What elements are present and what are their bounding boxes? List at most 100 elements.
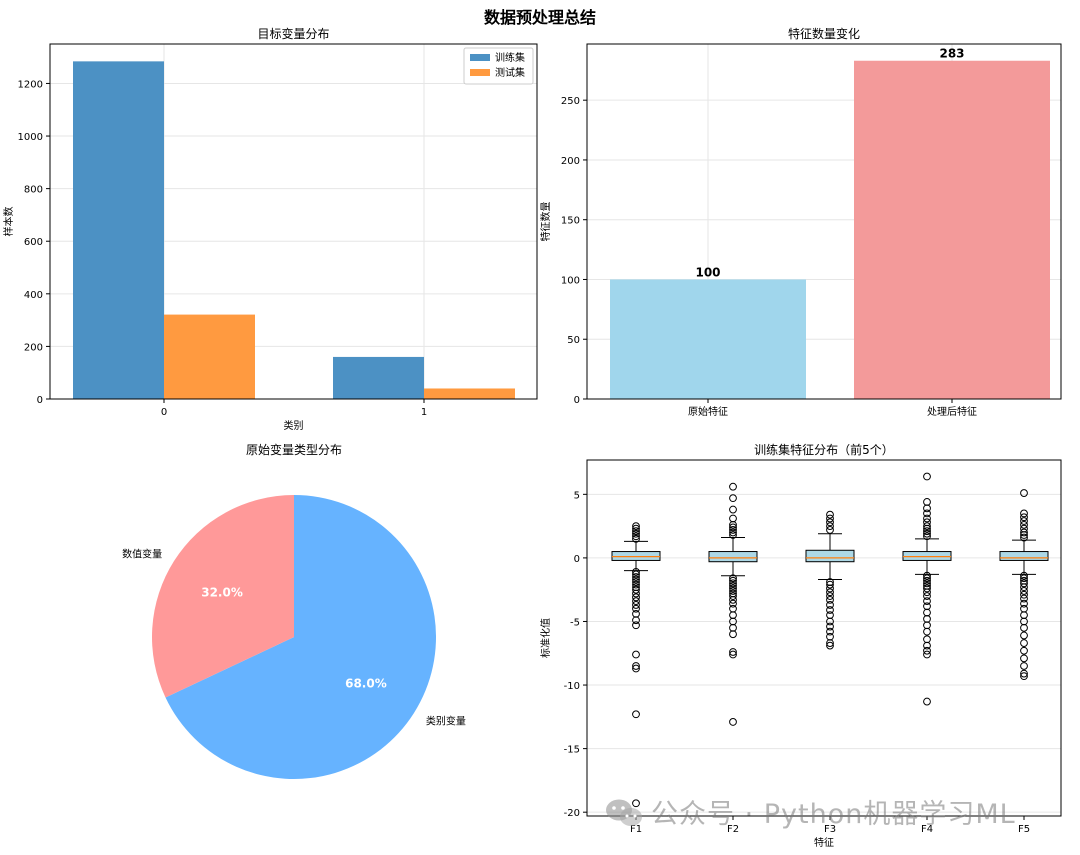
outlier-point bbox=[632, 601, 640, 609]
pie-slice bbox=[152, 494, 294, 698]
x-tick-label: 0 bbox=[161, 407, 167, 418]
outlier-point bbox=[729, 574, 737, 583]
y-tick-label: 1000 bbox=[18, 132, 43, 143]
x-tick-label: F5 bbox=[1018, 824, 1030, 835]
outlier-point bbox=[1020, 528, 1028, 537]
outlier-point bbox=[632, 664, 640, 673]
outlier-point bbox=[923, 588, 931, 597]
outlier-point bbox=[826, 617, 834, 626]
box bbox=[805, 549, 855, 563]
pie-label: 数值变量 bbox=[122, 547, 162, 560]
outlier-point bbox=[729, 531, 737, 539]
outlier-point bbox=[1020, 611, 1028, 620]
outlier-point bbox=[632, 799, 640, 808]
y-tick-label: 250 bbox=[561, 96, 580, 107]
outlier-point bbox=[729, 623, 737, 632]
bar-train bbox=[73, 61, 164, 399]
outlier-point bbox=[826, 601, 834, 609]
axes-frame bbox=[586, 43, 1062, 400]
watermark-text: 公众号 · Python机器学习ML bbox=[651, 799, 1016, 830]
outlier-point bbox=[826, 639, 834, 647]
outlier-point bbox=[632, 589, 640, 598]
outlier-point bbox=[1020, 520, 1028, 529]
outlier-point bbox=[826, 588, 834, 597]
data-label: 100 bbox=[695, 265, 720, 279]
outlier-point bbox=[632, 575, 640, 584]
outlier-point bbox=[923, 576, 931, 585]
bar-test bbox=[164, 314, 255, 399]
y-tick-label: 150 bbox=[561, 216, 580, 227]
bar-train bbox=[333, 356, 424, 399]
outlier-point bbox=[826, 641, 834, 650]
outlier-point bbox=[1020, 646, 1028, 655]
wechat-icon bbox=[606, 799, 642, 826]
outlier-point bbox=[729, 514, 737, 523]
outlier-point bbox=[1020, 509, 1028, 518]
outlier-point bbox=[729, 505, 737, 514]
outlier-point bbox=[1020, 587, 1028, 595]
outlier-point bbox=[729, 630, 737, 639]
outlier-point bbox=[632, 573, 640, 581]
outlier-point bbox=[729, 523, 737, 532]
outlier-point bbox=[923, 472, 931, 481]
outlier-point bbox=[632, 609, 640, 618]
outlier-point bbox=[1020, 631, 1028, 640]
outlier-point bbox=[729, 604, 737, 613]
box bbox=[902, 551, 952, 561]
outlier-point bbox=[826, 592, 834, 600]
y-axis-label: 标准化值 bbox=[539, 618, 552, 658]
outlier-point bbox=[729, 592, 737, 600]
outlier-point bbox=[923, 571, 931, 580]
outlier-point bbox=[1020, 594, 1028, 603]
y-tick-label: 50 bbox=[567, 335, 580, 346]
y-tick-label: -5 bbox=[570, 617, 580, 628]
outlier-point bbox=[923, 697, 931, 706]
outlier-point bbox=[729, 648, 737, 656]
axes-frame bbox=[49, 43, 538, 400]
outlier-point bbox=[632, 532, 640, 541]
outlier-point bbox=[729, 584, 737, 593]
y-tick-label: -10 bbox=[564, 681, 580, 692]
y-tick-label: 400 bbox=[24, 290, 43, 301]
bar bbox=[610, 279, 806, 399]
y-tick-label: 0 bbox=[574, 395, 580, 406]
outlier-point bbox=[729, 581, 737, 590]
outlier-point bbox=[632, 527, 640, 536]
pie-pct-label: 68.0% bbox=[345, 677, 387, 691]
y-tick-label: -15 bbox=[564, 745, 580, 756]
chart-title: 原始变量类型分布 bbox=[246, 442, 342, 457]
y-axis-label: 特征数量 bbox=[539, 202, 552, 242]
page-title: 数据预处理总结 bbox=[483, 8, 596, 27]
outlier-point bbox=[1020, 489, 1028, 497]
data-label: 283 bbox=[939, 47, 964, 61]
outlier-point bbox=[1020, 533, 1028, 542]
y-tick-label: 0 bbox=[574, 554, 580, 565]
outlier-point bbox=[923, 641, 931, 650]
outlier-point bbox=[1020, 672, 1028, 681]
x-axis-label: 特征 bbox=[814, 837, 834, 849]
outlier-point bbox=[729, 611, 737, 620]
axes-frame bbox=[586, 459, 1062, 817]
bar bbox=[854, 60, 1050, 399]
y-tick-label: 800 bbox=[24, 185, 43, 196]
chart-variable-types: 原始变量类型分布 68.0% 类别变量 32.0% 数值变量 bbox=[122, 442, 466, 779]
outlier-point bbox=[632, 710, 640, 719]
outlier-point bbox=[632, 524, 640, 533]
outlier-point bbox=[632, 593, 640, 602]
x-tick-label: F3 bbox=[824, 824, 836, 835]
outlier-point bbox=[923, 579, 931, 588]
outlier-point bbox=[923, 621, 931, 630]
outlier-point bbox=[923, 574, 931, 583]
outlier-point bbox=[826, 584, 834, 593]
outlier-point bbox=[923, 522, 931, 531]
outlier-point bbox=[1020, 654, 1028, 663]
outlier-point bbox=[632, 570, 640, 579]
bar-test bbox=[424, 388, 515, 399]
outlier-point bbox=[632, 529, 640, 538]
outlier-point bbox=[1020, 623, 1028, 632]
outlier-point bbox=[826, 622, 834, 631]
outlier-point bbox=[632, 578, 640, 586]
outlier-point bbox=[632, 597, 640, 606]
